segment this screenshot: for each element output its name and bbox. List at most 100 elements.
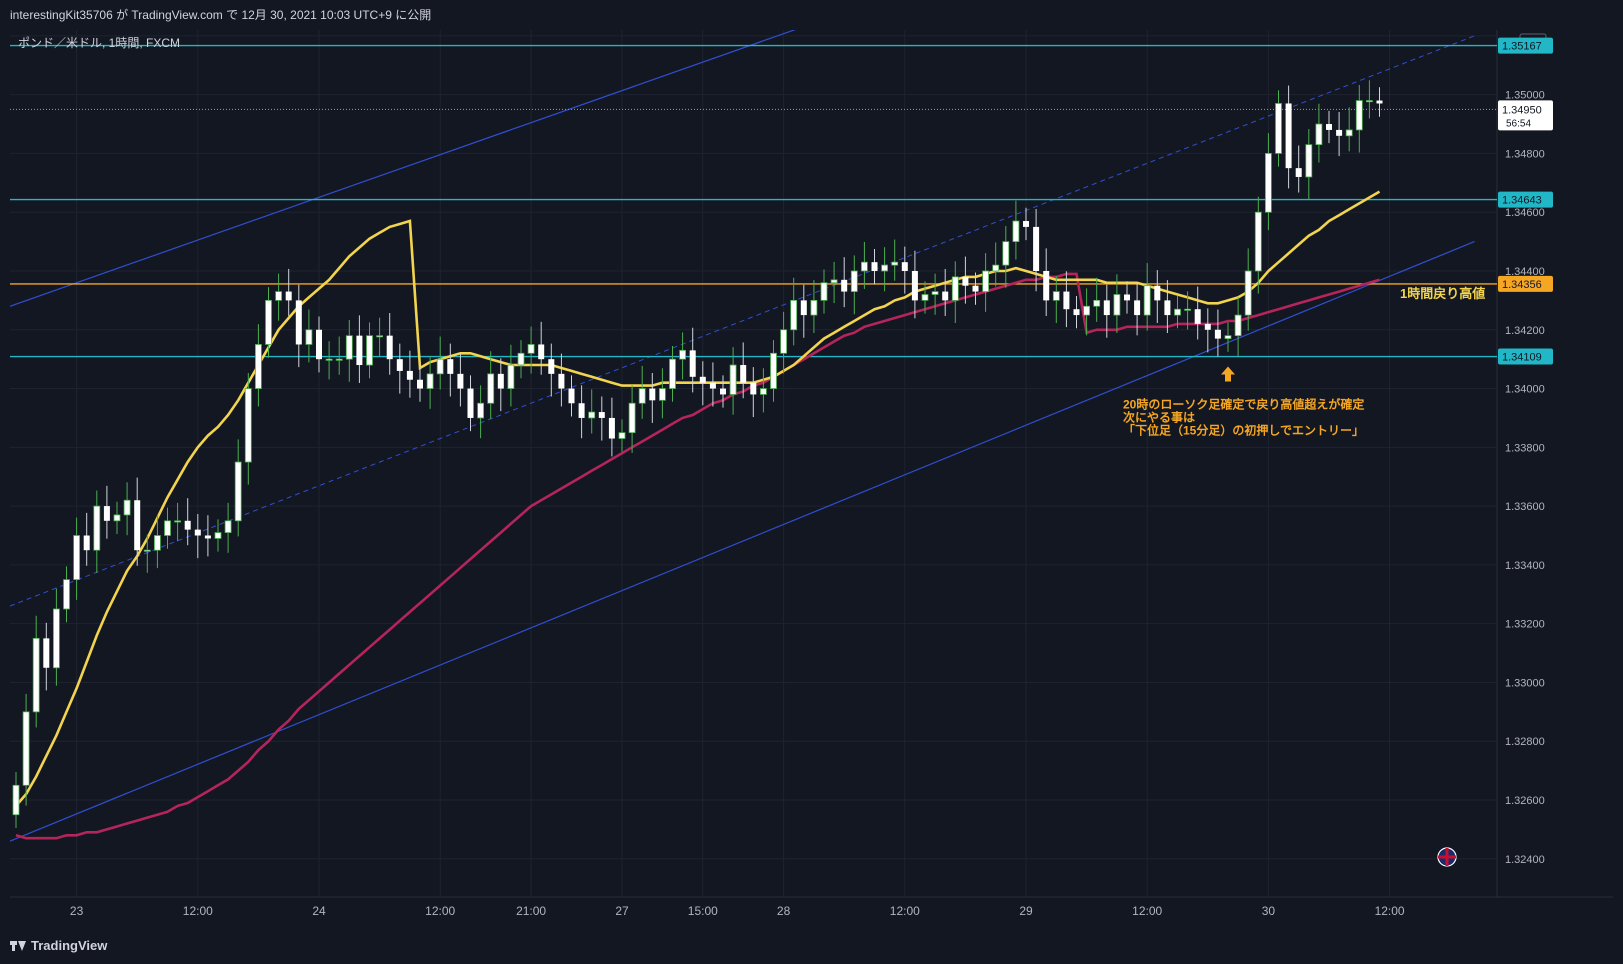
x-tick-label: 12:00 <box>425 904 455 918</box>
trend-channel[interactable] <box>9 0 1475 842</box>
candle-body-down <box>689 350 696 377</box>
candle-body-up <box>93 505 101 551</box>
candle <box>83 512 90 566</box>
candle <box>962 256 969 304</box>
candle <box>1154 270 1161 324</box>
y-tick-label: 1.34000 <box>1505 384 1545 396</box>
candle-body-down <box>467 388 474 418</box>
note-line: 20時のローソク足確定で戻り高値超えが確定 <box>1123 397 1364 412</box>
candle <box>628 385 636 453</box>
candle <box>1355 84 1363 153</box>
candle-body-up <box>305 329 313 345</box>
candle-body-up <box>1052 291 1060 301</box>
candle <box>810 280 818 334</box>
last-price-value: 1.34950 <box>1502 104 1542 116</box>
candle <box>1315 103 1323 163</box>
candle-body-up <box>679 349 686 360</box>
candle <box>396 343 403 394</box>
x-tick-label: 28 <box>777 904 791 918</box>
candle <box>659 368 666 419</box>
candle <box>1063 271 1070 328</box>
price-chart[interactable]: 1時間戻り高値 20時のローソク足確定で戻り高値超えが確定次にやる事は「下位足（1… <box>9 0 1613 930</box>
candle <box>1073 295 1080 329</box>
candle-body-down <box>1376 100 1383 104</box>
price-level-tag: 1.34643 <box>1498 191 1553 208</box>
candle <box>1265 133 1272 231</box>
candle <box>850 255 858 315</box>
candle-body-down <box>942 291 949 301</box>
y-tick-label: 1.33400 <box>1505 560 1545 572</box>
symbol-title: ポンド／米ドル, 1時間, FXCM <box>18 36 181 50</box>
candle-body-up <box>982 270 989 292</box>
candle-body-up <box>861 261 868 272</box>
candle <box>275 273 283 321</box>
time-axis[interactable]: 23 12:00 24 12:00 21:00 27 15:00 28 12:00 29 12:00… <box>70 904 1405 918</box>
candle <box>417 366 423 402</box>
ma-slow-line <box>15 272 1380 840</box>
candle-body-down <box>841 279 848 292</box>
y-tick-label: 1.34800 <box>1505 148 1545 160</box>
candle <box>921 281 929 314</box>
candle-body-up <box>921 294 929 301</box>
candle-body-down <box>184 520 191 530</box>
price-axis[interactable]: USD1.324001.326001.328001.330001.332001.… <box>1498 33 1553 866</box>
candle-body-up <box>810 299 818 316</box>
candle-body-up <box>1305 144 1313 178</box>
candle <box>174 502 182 542</box>
last-price-countdown: 56:54 <box>1506 118 1531 129</box>
candle <box>538 321 545 375</box>
candle <box>477 385 485 439</box>
note-line: 次にやる事は <box>1123 410 1195 425</box>
candle-body-down <box>1164 300 1171 316</box>
ma-fast-line <box>15 190 1381 807</box>
candle-body-down <box>204 535 211 539</box>
candle-body-up <box>12 784 20 816</box>
last-price-tag: 1.34950 56:54 <box>1498 100 1553 131</box>
x-tick-label: 29 <box>1019 904 1033 918</box>
candle-body-down <box>1023 221 1029 227</box>
candle-body-down <box>709 382 716 389</box>
tradingview-logo[interactable]: TradingView <box>10 938 107 953</box>
candle-body-down <box>750 382 757 395</box>
candle-body-down <box>447 359 454 374</box>
candle-body-up <box>123 499 131 516</box>
note-line: 「下位足（15分足）の初押しでエントリー」 <box>1123 423 1364 438</box>
candle <box>356 315 363 383</box>
candle <box>1023 207 1029 241</box>
candle-body-down <box>1073 309 1080 316</box>
candle <box>1295 145 1302 193</box>
candle <box>1184 291 1191 330</box>
candle <box>881 247 888 292</box>
candle <box>972 272 979 305</box>
candle <box>638 365 646 419</box>
candle <box>1113 274 1121 334</box>
price-level-tag-label: 1.34109 <box>1502 352 1542 364</box>
candle-body-up <box>275 291 283 301</box>
x-tick-label: 12:00 <box>183 904 213 918</box>
candle-body-up <box>234 461 242 522</box>
annotations: 1時間戻り高値 20時のローソク足確定で戻り高値超えが確定次にやる事は「下位足（1… <box>1123 286 1485 867</box>
candle-body-down <box>134 500 141 551</box>
candle-body-up <box>1224 335 1232 339</box>
price-level-tag-bg <box>1498 275 1553 292</box>
candle <box>618 419 626 452</box>
price-level-tag-bg <box>1498 191 1553 208</box>
candle-body-down <box>699 376 706 383</box>
y-tick-label: 1.32800 <box>1505 736 1545 748</box>
candle-body-up <box>224 520 232 533</box>
candle <box>1285 85 1292 189</box>
candle-body-down <box>1124 294 1130 301</box>
candle-body-down <box>1194 309 1201 324</box>
x-tick-label: 21:00 <box>516 904 546 918</box>
candle <box>649 372 656 423</box>
candle-body-up <box>53 608 60 669</box>
price-levels[interactable] <box>10 44 1497 358</box>
candle-body-down <box>1103 300 1110 316</box>
candle <box>911 250 918 319</box>
candle-body-down <box>457 373 464 389</box>
price-level-tag: 1.34109 <box>1498 348 1553 365</box>
candle-body-up <box>22 711 30 786</box>
candle <box>32 615 40 728</box>
candle <box>1244 248 1252 331</box>
candle <box>63 566 70 623</box>
